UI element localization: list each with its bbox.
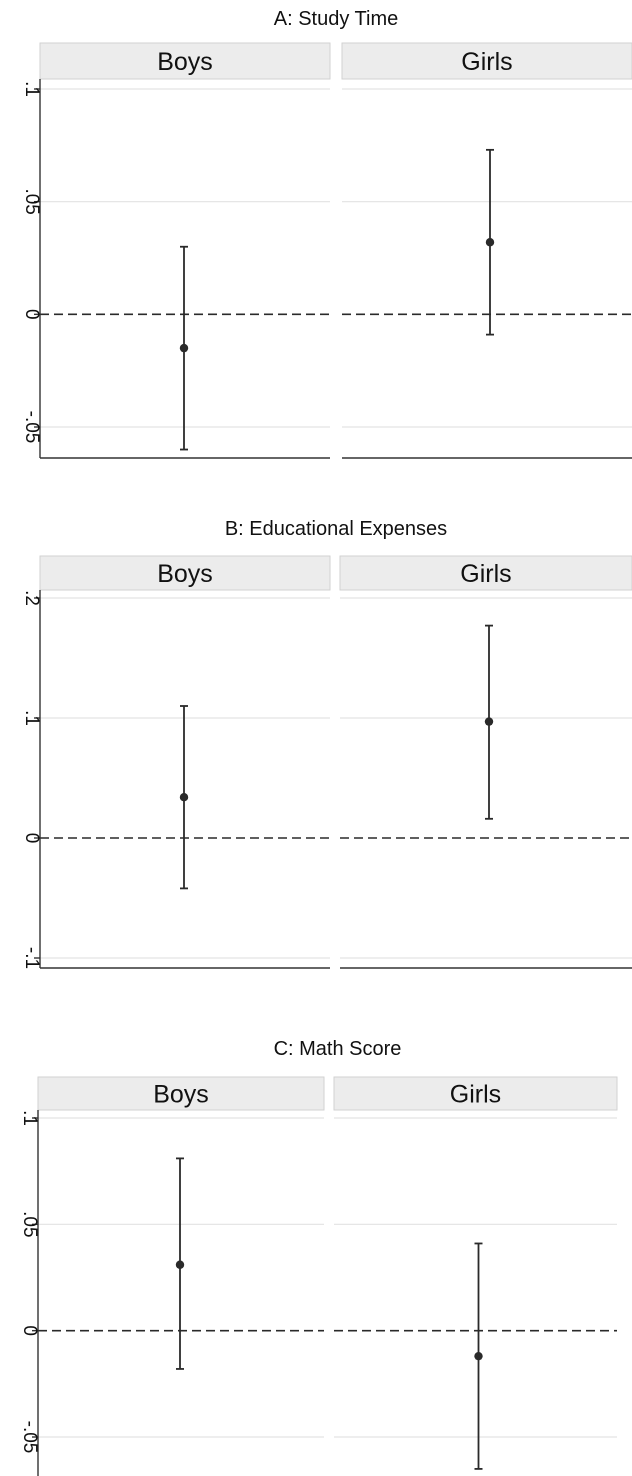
point-estimate xyxy=(175,1260,185,1269)
point-estimate xyxy=(485,238,495,247)
facet-strip xyxy=(339,555,632,591)
y-tick-label: -.05 xyxy=(21,411,42,444)
panel-title: A: Study Time xyxy=(274,8,399,30)
y-tick-label: .05 xyxy=(21,188,42,214)
facet-strip xyxy=(39,555,331,591)
facet-label: Girls xyxy=(461,48,512,76)
facet-strip xyxy=(39,42,331,80)
facet-label: Boys xyxy=(153,1081,209,1109)
y-tick-label: .1 xyxy=(21,81,42,97)
facet-label: Girls xyxy=(460,560,511,588)
point-estimate xyxy=(474,1351,483,1361)
y-tick-label: .05 xyxy=(19,1211,40,1237)
facet-strip xyxy=(333,1076,618,1111)
y-tick-label: 0 xyxy=(21,309,42,320)
facet-label: Boys xyxy=(157,560,213,588)
point-estimate xyxy=(179,343,189,353)
y-tick-label: .1 xyxy=(21,710,42,726)
y-tick-label: .1 xyxy=(19,1110,40,1126)
panel-title: C: Math Score xyxy=(274,1038,402,1060)
point-estimate xyxy=(179,793,189,802)
y-tick-label: .2 xyxy=(21,590,42,606)
y-tick-label: 0 xyxy=(19,1325,40,1336)
facet-label: Girls xyxy=(450,1081,501,1109)
facet-strip xyxy=(341,42,632,80)
y-tick-label: -.1 xyxy=(21,947,42,969)
y-tick-label: 0 xyxy=(21,833,42,844)
facet-strip xyxy=(37,1076,325,1111)
y-tick-label: -.05 xyxy=(19,1421,40,1454)
point-estimate xyxy=(484,717,494,726)
facet-label: Boys xyxy=(157,48,213,76)
panel-title: B: Educational Expenses xyxy=(225,518,447,540)
